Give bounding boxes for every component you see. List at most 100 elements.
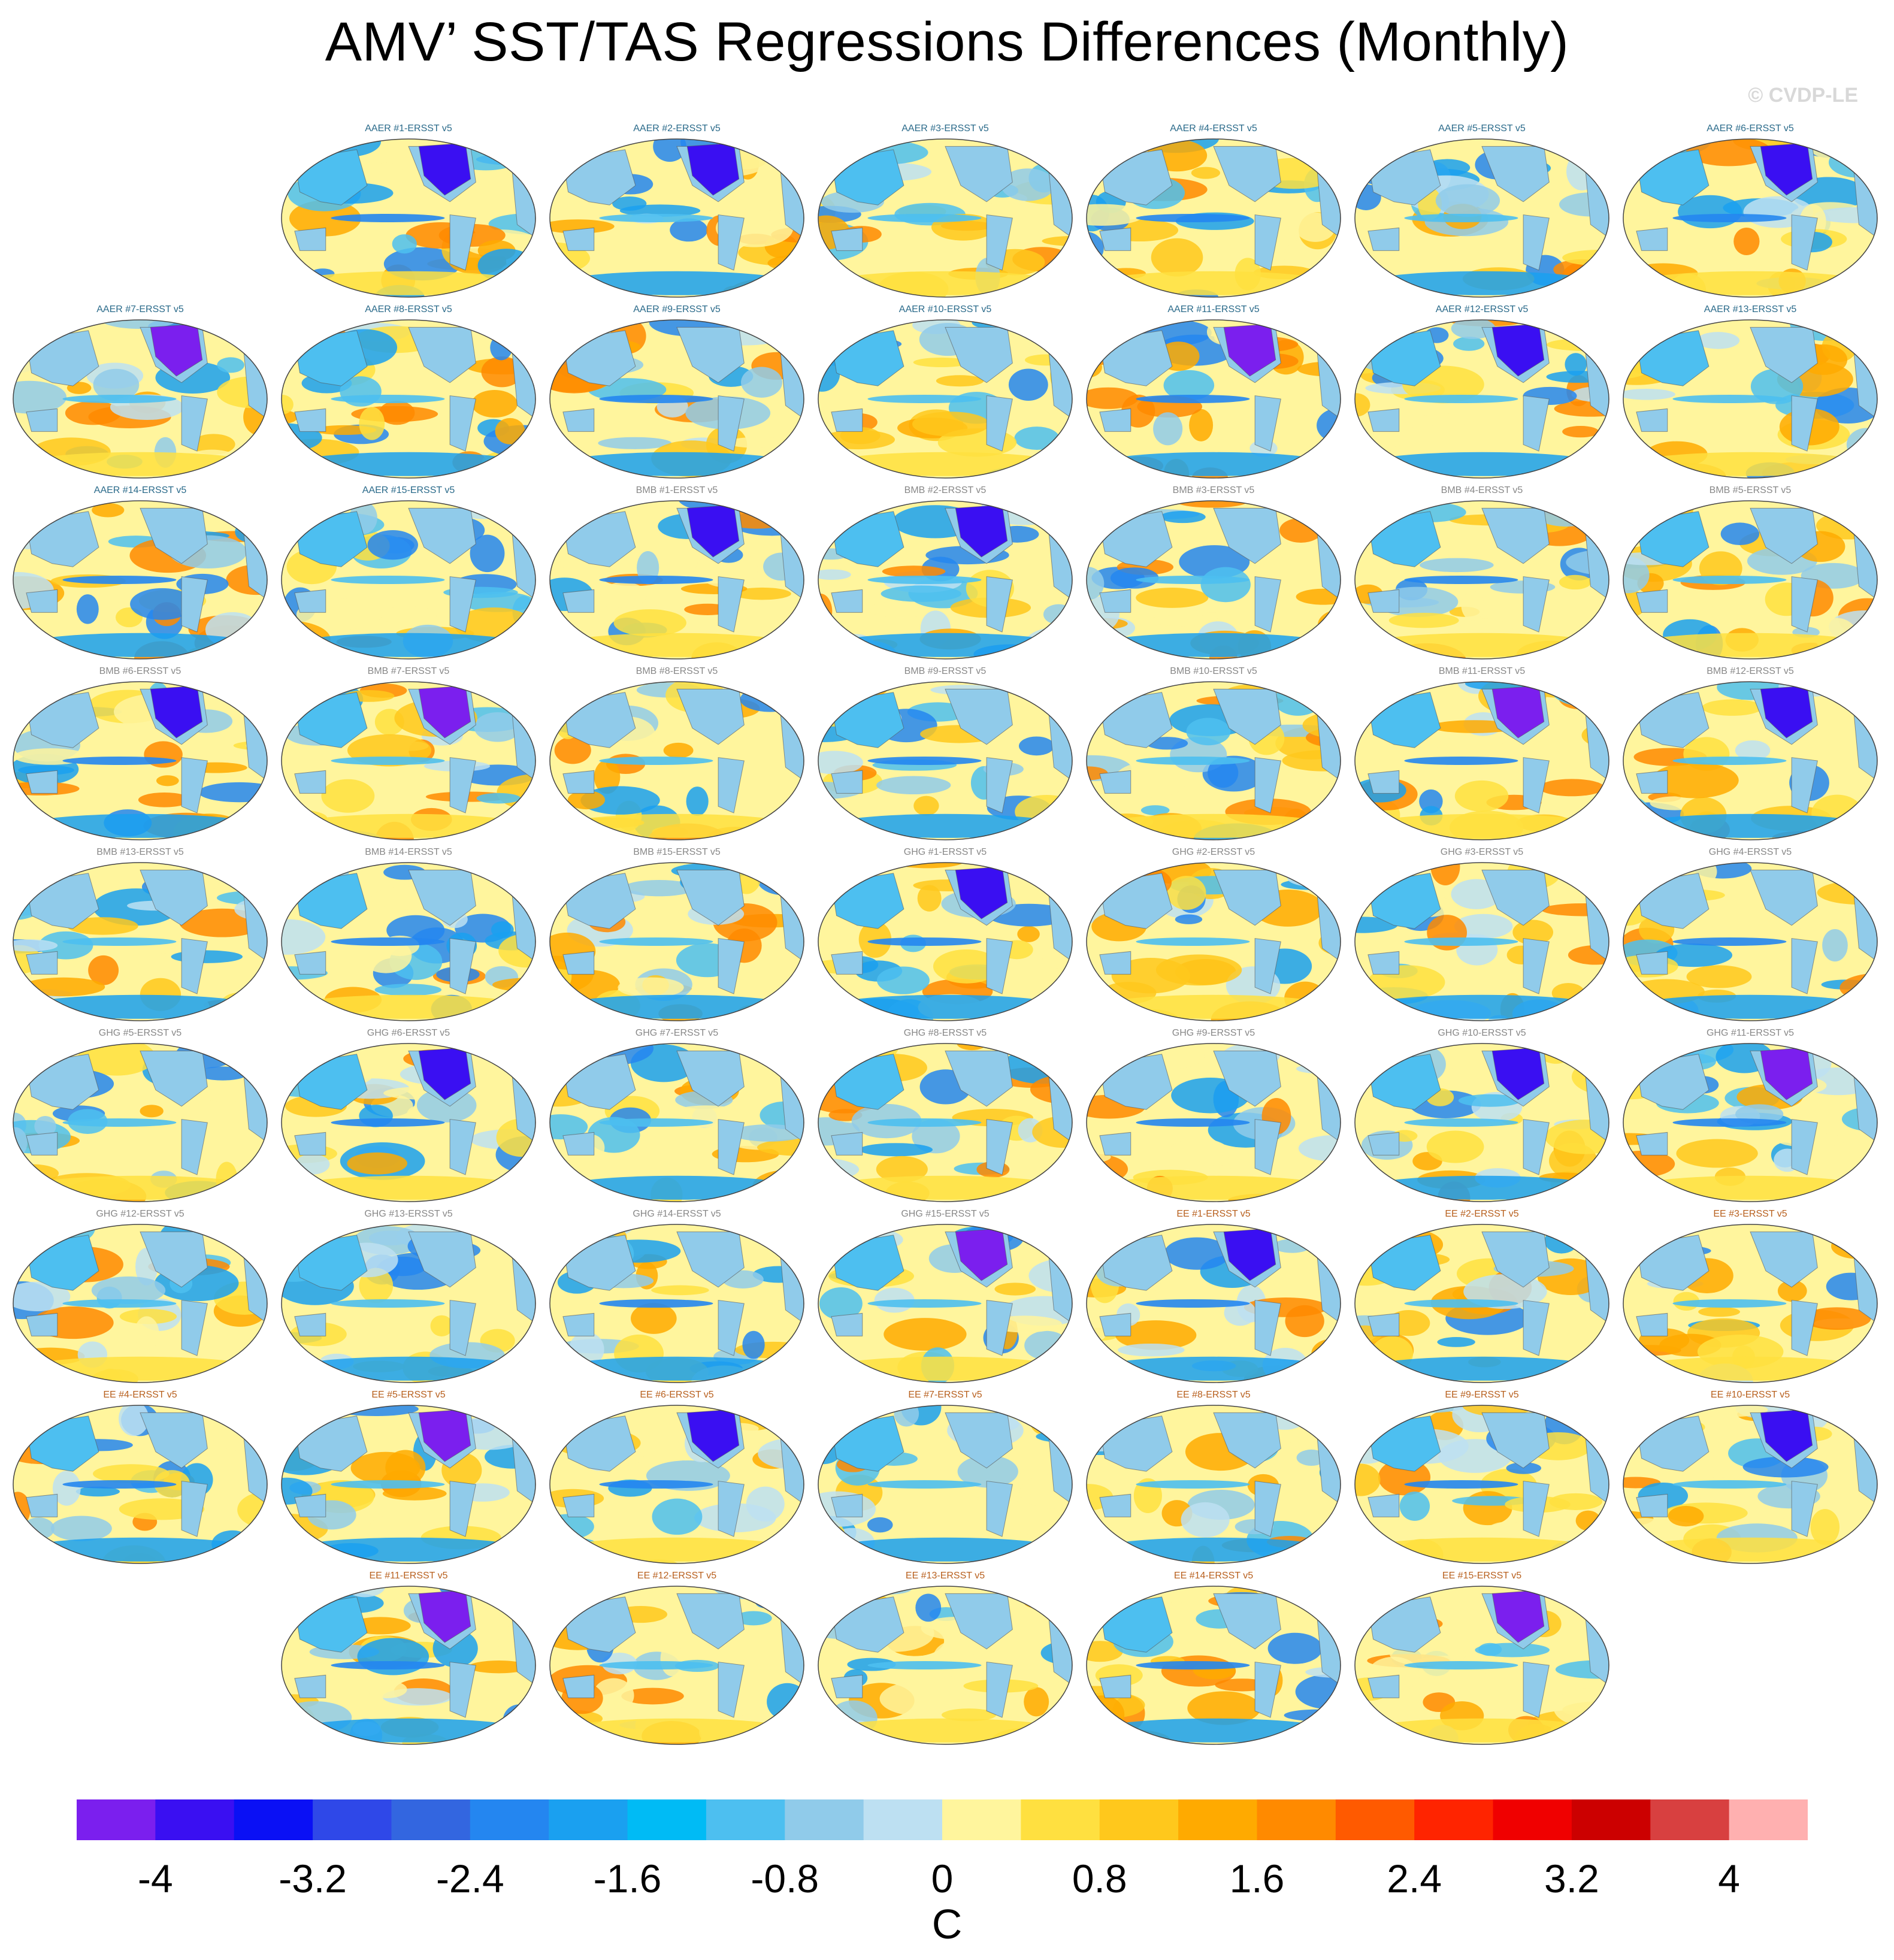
regression-map — [818, 138, 1073, 298]
panel-label: BMB #6-ERSST v5 — [99, 666, 181, 676]
map-panel: GHG #13-ERSST v5 — [279, 1209, 538, 1386]
north-america-landmass — [1213, 1412, 1281, 1469]
australia-landmass — [26, 589, 58, 613]
north-america-landmass — [1750, 1231, 1818, 1288]
north-america-landmass — [140, 1050, 208, 1107]
colorbar-swatch — [1335, 1799, 1415, 1840]
north-america-landmass — [408, 507, 476, 564]
regression-map — [281, 319, 536, 479]
north-america-landmass — [408, 1231, 476, 1288]
map-border — [281, 1405, 536, 1564]
map-panel: AAER #5-ERSST v5 — [1353, 123, 1611, 301]
south-america-landmass — [718, 1661, 745, 1718]
map-border — [1086, 862, 1341, 1021]
north-america-landmass — [1481, 1231, 1550, 1288]
north-america-landmass — [1750, 869, 1818, 926]
north-america-landmass — [1213, 146, 1281, 202]
panel-label: AAER #10-ERSST v5 — [898, 304, 992, 314]
south-america-landmass — [181, 395, 208, 452]
north-america-landmass — [676, 1231, 745, 1288]
map-border — [549, 138, 804, 298]
panel-label: GHG #1-ERSST v5 — [903, 847, 987, 857]
map-panel: EE #5-ERSST v5 — [279, 1390, 538, 1567]
map-panel: EE #11-ERSST v5 — [279, 1571, 538, 1748]
australia-landmass — [831, 1132, 863, 1156]
regression-map — [281, 1405, 536, 1564]
panel-label: EE #4-ERSST v5 — [103, 1390, 177, 1400]
panel-label: EE #15-ERSST v5 — [1442, 1571, 1522, 1581]
south-america-landmass — [1523, 1118, 1550, 1175]
panel-label: GHG #15-ERSST v5 — [901, 1209, 990, 1219]
colorbar-tick-label: 4 — [1718, 1856, 1740, 1901]
south-america-landmass — [718, 1299, 745, 1356]
map-border — [1623, 1224, 1878, 1383]
map-panel: BMB #9-ERSST v5 — [816, 666, 1075, 843]
panel-label: BMB #8-ERSST v5 — [636, 666, 718, 676]
regression-map — [13, 1224, 268, 1383]
south-america-landmass — [1791, 214, 1818, 271]
colorbar-swatch — [785, 1799, 864, 1840]
map-border — [1086, 500, 1341, 660]
panel-label: EE #8-ERSST v5 — [1176, 1390, 1251, 1400]
map-border — [13, 1043, 268, 1202]
colorbar-swatch — [391, 1799, 471, 1840]
south-america-landmass — [1791, 576, 1818, 633]
regression-map — [1086, 138, 1341, 298]
south-america-landmass — [1523, 395, 1550, 452]
south-america-landmass — [718, 1118, 745, 1175]
australia-landmass — [1367, 1312, 1400, 1336]
map-panel: AAER #7-ERSST v5 — [11, 304, 270, 482]
regression-map — [549, 862, 804, 1021]
map-panel: GHG #5-ERSST v5 — [11, 1028, 270, 1205]
australia-landmass — [831, 408, 863, 432]
colorbar-swatch — [155, 1799, 235, 1840]
map-panel-grid: AAER #1-ERSST v5 AAER #2-ERSST v5 AAER #3-… — [11, 123, 1880, 1745]
north-america-landmass — [1481, 146, 1550, 202]
map-border — [1354, 681, 1609, 840]
map-border — [1623, 1405, 1878, 1564]
map-border — [818, 681, 1073, 840]
regression-map — [1354, 1586, 1609, 1745]
regression-map — [281, 1043, 536, 1202]
colorbar-swatch — [1414, 1799, 1494, 1840]
south-america-landmass — [181, 1118, 208, 1175]
south-america-landmass — [718, 576, 745, 633]
map-panel: EE #1-ERSST v5 — [1084, 1209, 1343, 1386]
map-border — [281, 1586, 536, 1745]
australia-landmass — [1636, 408, 1668, 432]
australia-landmass — [1099, 1132, 1131, 1156]
regression-map — [549, 1224, 804, 1383]
colorbar-swatch — [1099, 1799, 1179, 1840]
australia-landmass — [294, 770, 326, 794]
regression-map — [281, 138, 536, 298]
map-border — [281, 500, 536, 660]
regression-map — [549, 319, 804, 479]
panel-label: BMB #10-ERSST v5 — [1170, 666, 1257, 676]
south-america-landmass — [1523, 937, 1550, 994]
map-panel: GHG #7-ERSST v5 — [547, 1028, 806, 1205]
colorbar-tick-label: -3.2 — [279, 1856, 347, 1901]
regression-map — [1086, 1224, 1341, 1383]
map-border — [818, 319, 1073, 479]
map-panel: EE #8-ERSST v5 — [1084, 1390, 1343, 1567]
panel-label: GHG #14-ERSST v5 — [633, 1209, 721, 1219]
south-america-landmass — [449, 1480, 476, 1537]
map-panel: GHG #6-ERSST v5 — [279, 1028, 538, 1205]
australia-landmass — [1636, 1132, 1668, 1156]
regression-map — [1354, 681, 1609, 840]
regression-map — [281, 1586, 536, 1745]
north-america-landmass — [140, 869, 208, 926]
australia-landmass — [831, 227, 863, 251]
map-panel: AAER #13-ERSST v5 — [1621, 304, 1880, 482]
map-panel: BMB #6-ERSST v5 — [11, 666, 270, 843]
australia-landmass — [562, 1493, 595, 1517]
north-america-landmass — [676, 1593, 745, 1650]
north-america-landmass — [408, 326, 476, 383]
panel-label: GHG #10-ERSST v5 — [1438, 1028, 1526, 1038]
map-border — [549, 500, 804, 660]
map-panel: EE #4-ERSST v5 — [11, 1390, 270, 1567]
map-border — [549, 1586, 804, 1745]
panel-label: BMB #13-ERSST v5 — [96, 847, 184, 857]
map-panel: BMB #2-ERSST v5 — [816, 485, 1075, 663]
map-panel: EE #14-ERSST v5 — [1084, 1571, 1343, 1748]
